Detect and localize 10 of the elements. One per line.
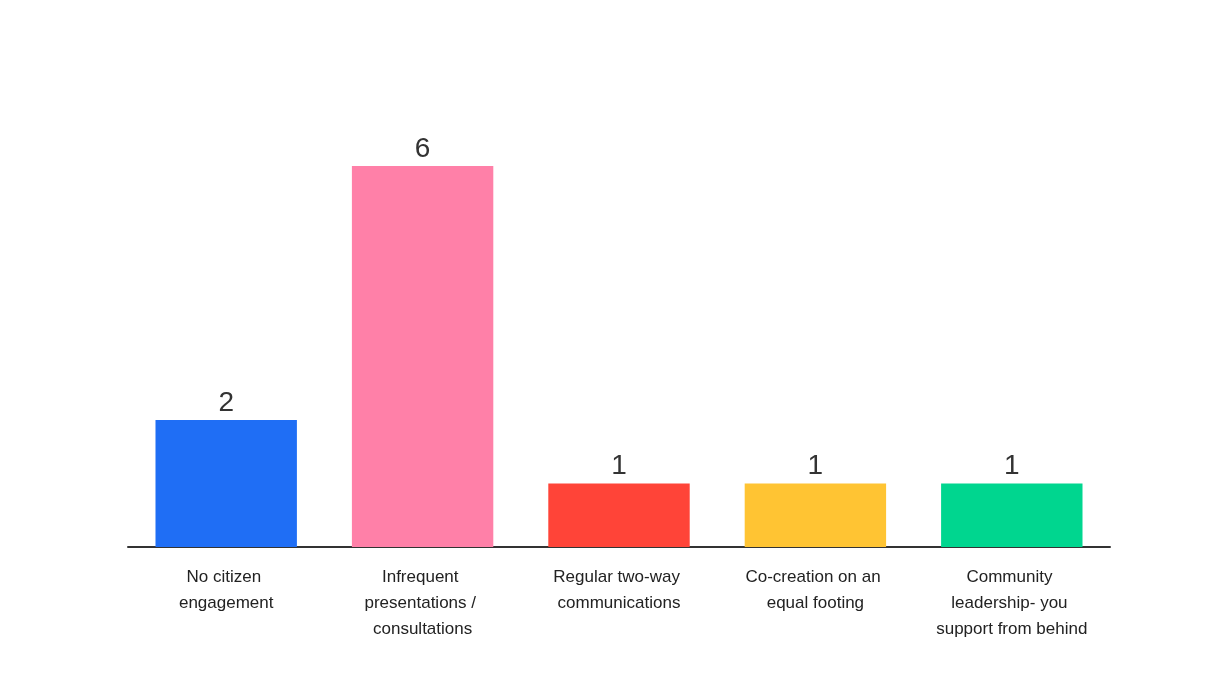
- x-tick-label: Community leadership- you support from behind: [936, 566, 1088, 638]
- data-label: 6: [414, 131, 431, 163]
- data-label: 2: [218, 385, 234, 417]
- x-tick-label: Regular two-way communications: [553, 566, 685, 612]
- data-label: 1: [611, 449, 627, 480]
- x-tick-label: No citizen engagement: [178, 566, 274, 612]
- x-tick-label: Co-creation on an equal footing: [745, 566, 886, 612]
- data-label: 1: [807, 449, 824, 480]
- x-tick-label: Infrequent presentations / consultations: [364, 566, 481, 638]
- data-label: 1: [1004, 449, 1020, 480]
